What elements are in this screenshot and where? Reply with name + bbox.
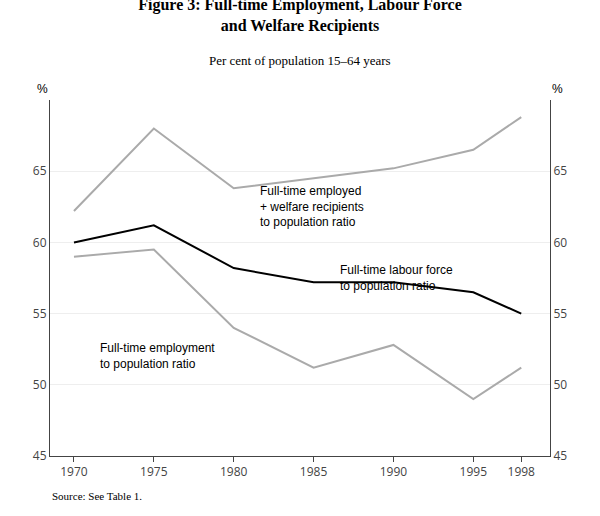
- svg-text:1980: 1980: [220, 463, 248, 480]
- svg-text:55: 55: [33, 305, 47, 322]
- svg-text:1985: 1985: [300, 463, 328, 480]
- svg-text:55: 55: [553, 305, 567, 322]
- svg-text:45: 45: [553, 447, 567, 464]
- svg-text:1970: 1970: [60, 463, 88, 480]
- svg-text:65: 65: [33, 162, 47, 179]
- svg-text:Full-time employmentto populat: Full-time employmentto population ratio: [100, 341, 215, 371]
- svg-text:Per cent of population 15–64 y: Per cent of population 15–64 years: [209, 53, 391, 68]
- svg-text:45: 45: [33, 447, 47, 464]
- svg-text:1998: 1998: [508, 463, 536, 480]
- svg-text:Full-time labour forceto popul: Full-time labour forceto population rati…: [340, 263, 453, 293]
- svg-text:1975: 1975: [140, 463, 168, 480]
- svg-text:1995: 1995: [460, 463, 488, 480]
- svg-text:60: 60: [33, 234, 47, 251]
- svg-text:50: 50: [553, 376, 567, 393]
- svg-text:%: %: [37, 82, 48, 96]
- svg-text:65: 65: [553, 162, 567, 179]
- svg-text:%: %: [552, 82, 563, 96]
- svg-text:Full-time employed+ welfare re: Full-time employed+ welfare recipientsto…: [260, 184, 364, 229]
- svg-text:Source: See Table 1.: Source: See Table 1.: [52, 490, 142, 502]
- svg-text:Figure 3: Full-time Employment: Figure 3: Full-time Employment, Labour F…: [138, 0, 462, 35]
- svg-text:50: 50: [33, 376, 47, 393]
- svg-text:60: 60: [553, 234, 567, 251]
- svg-text:1990: 1990: [380, 463, 408, 480]
